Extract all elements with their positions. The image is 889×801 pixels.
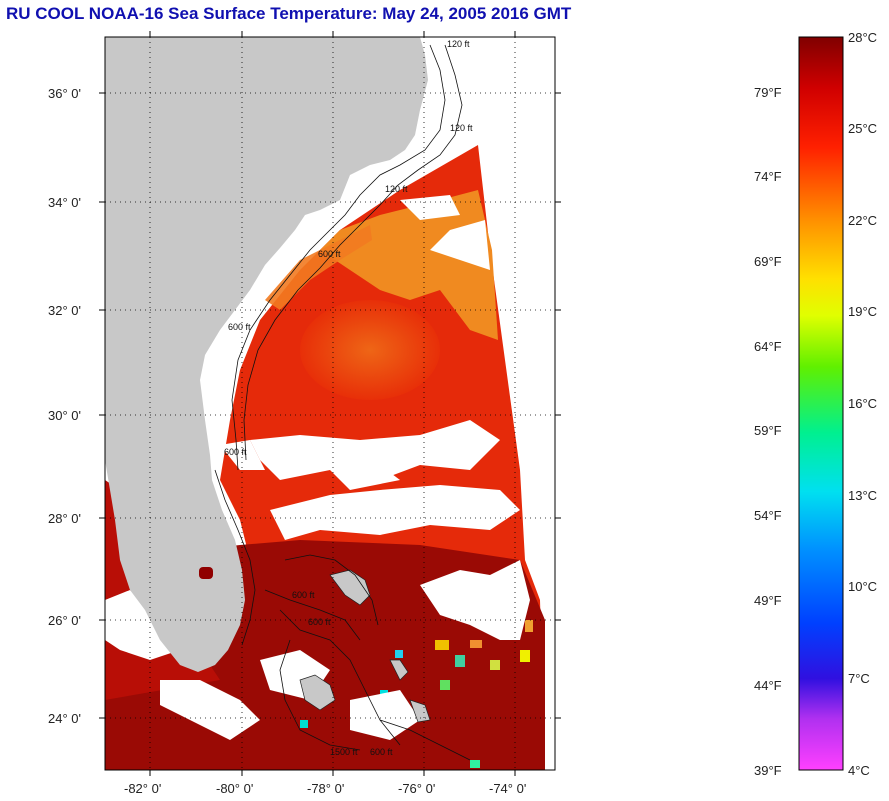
lat-label: 24° 0' [48, 711, 81, 726]
lat-label: 30° 0' [48, 408, 81, 423]
land-bahamas [299, 569, 431, 723]
svg-text:1500 ft: 1500 ft [330, 747, 358, 757]
svg-text:120 ft: 120 ft [447, 39, 470, 49]
cloud-cover [105, 195, 530, 740]
colorbar-fahrenheit-labels: 79°F 74°F 69°F 64°F 59°F 54°F 49°F 44°F … [754, 85, 782, 778]
svg-text:59°F: 59°F [754, 423, 782, 438]
lon-label: -78° 0' [307, 781, 344, 796]
svg-text:44°F: 44°F [754, 678, 782, 693]
svg-text:74°F: 74°F [754, 169, 782, 184]
map-title: RU COOL NOAA-16 Sea Surface Temperature:… [6, 4, 572, 23]
svg-text:600 ft: 600 ft [224, 447, 247, 457]
svg-text:16°C: 16°C [848, 396, 877, 411]
svg-text:600 ft: 600 ft [318, 249, 341, 259]
svg-text:600 ft: 600 ft [228, 322, 251, 332]
lat-label: 28° 0' [48, 511, 81, 526]
sst-shelf-band [265, 225, 372, 310]
svg-text:25°C: 25°C [848, 121, 877, 136]
svg-text:54°F: 54°F [754, 508, 782, 523]
longitude-labels: -82° 0' -80° 0' -78° 0' -76° 0' -74° 0' [124, 781, 526, 796]
svg-text:22°C: 22°C [848, 213, 877, 228]
lake-okeechobee [199, 567, 213, 579]
svg-text:600 ft: 600 ft [370, 747, 393, 757]
svg-text:7°C: 7°C [848, 671, 870, 686]
svg-text:79°F: 79°F [754, 85, 782, 100]
sst-eddy [300, 300, 440, 400]
svg-text:10°C: 10°C [848, 579, 877, 594]
svg-text:600 ft: 600 ft [292, 590, 315, 600]
colorbar-celsius-labels: 28°C 25°C 22°C 19°C 16°C 13°C 10°C 7°C 4… [848, 30, 877, 778]
lat-label: 26° 0' [48, 613, 81, 628]
colorbar: 28°C 25°C 22°C 19°C 16°C 13°C 10°C 7°C 4… [754, 30, 877, 778]
svg-text:19°C: 19°C [848, 304, 877, 319]
latitude-labels: 36° 0' 34° 0' 32° 0' 30° 0' 28° 0' 26° 0… [48, 86, 81, 726]
lon-label: -76° 0' [398, 781, 435, 796]
land-mainland [105, 37, 428, 672]
lon-label: -74° 0' [489, 781, 526, 796]
svg-text:28°C: 28°C [848, 30, 877, 45]
lat-label: 34° 0' [48, 195, 81, 210]
sst-cool-region [320, 190, 498, 340]
svg-text:49°F: 49°F [754, 593, 782, 608]
colorbar-bar [798, 36, 844, 771]
graticule [105, 37, 555, 770]
lon-label: -82° 0' [124, 781, 161, 796]
svg-text:120 ft: 120 ft [450, 123, 473, 133]
svg-text:13°C: 13°C [848, 488, 877, 503]
svg-text:69°F: 69°F [754, 254, 782, 269]
svg-text:39°F: 39°F [754, 763, 782, 778]
svg-text:64°F: 64°F [754, 339, 782, 354]
bathymetry-contours [214, 44, 471, 761]
svg-text:4°C: 4°C [848, 763, 870, 778]
contour-labels: 120 ft 120 ft 120 ft 600 ft 600 ft 600 f… [224, 39, 473, 757]
axis-ticks [99, 31, 561, 776]
svg-text:120 ft: 120 ft [385, 184, 408, 194]
svg-text:600 ft: 600 ft [308, 617, 331, 627]
lat-label: 36° 0' [48, 86, 81, 101]
lat-label: 32° 0' [48, 303, 81, 318]
lon-label: -80° 0' [216, 781, 253, 796]
